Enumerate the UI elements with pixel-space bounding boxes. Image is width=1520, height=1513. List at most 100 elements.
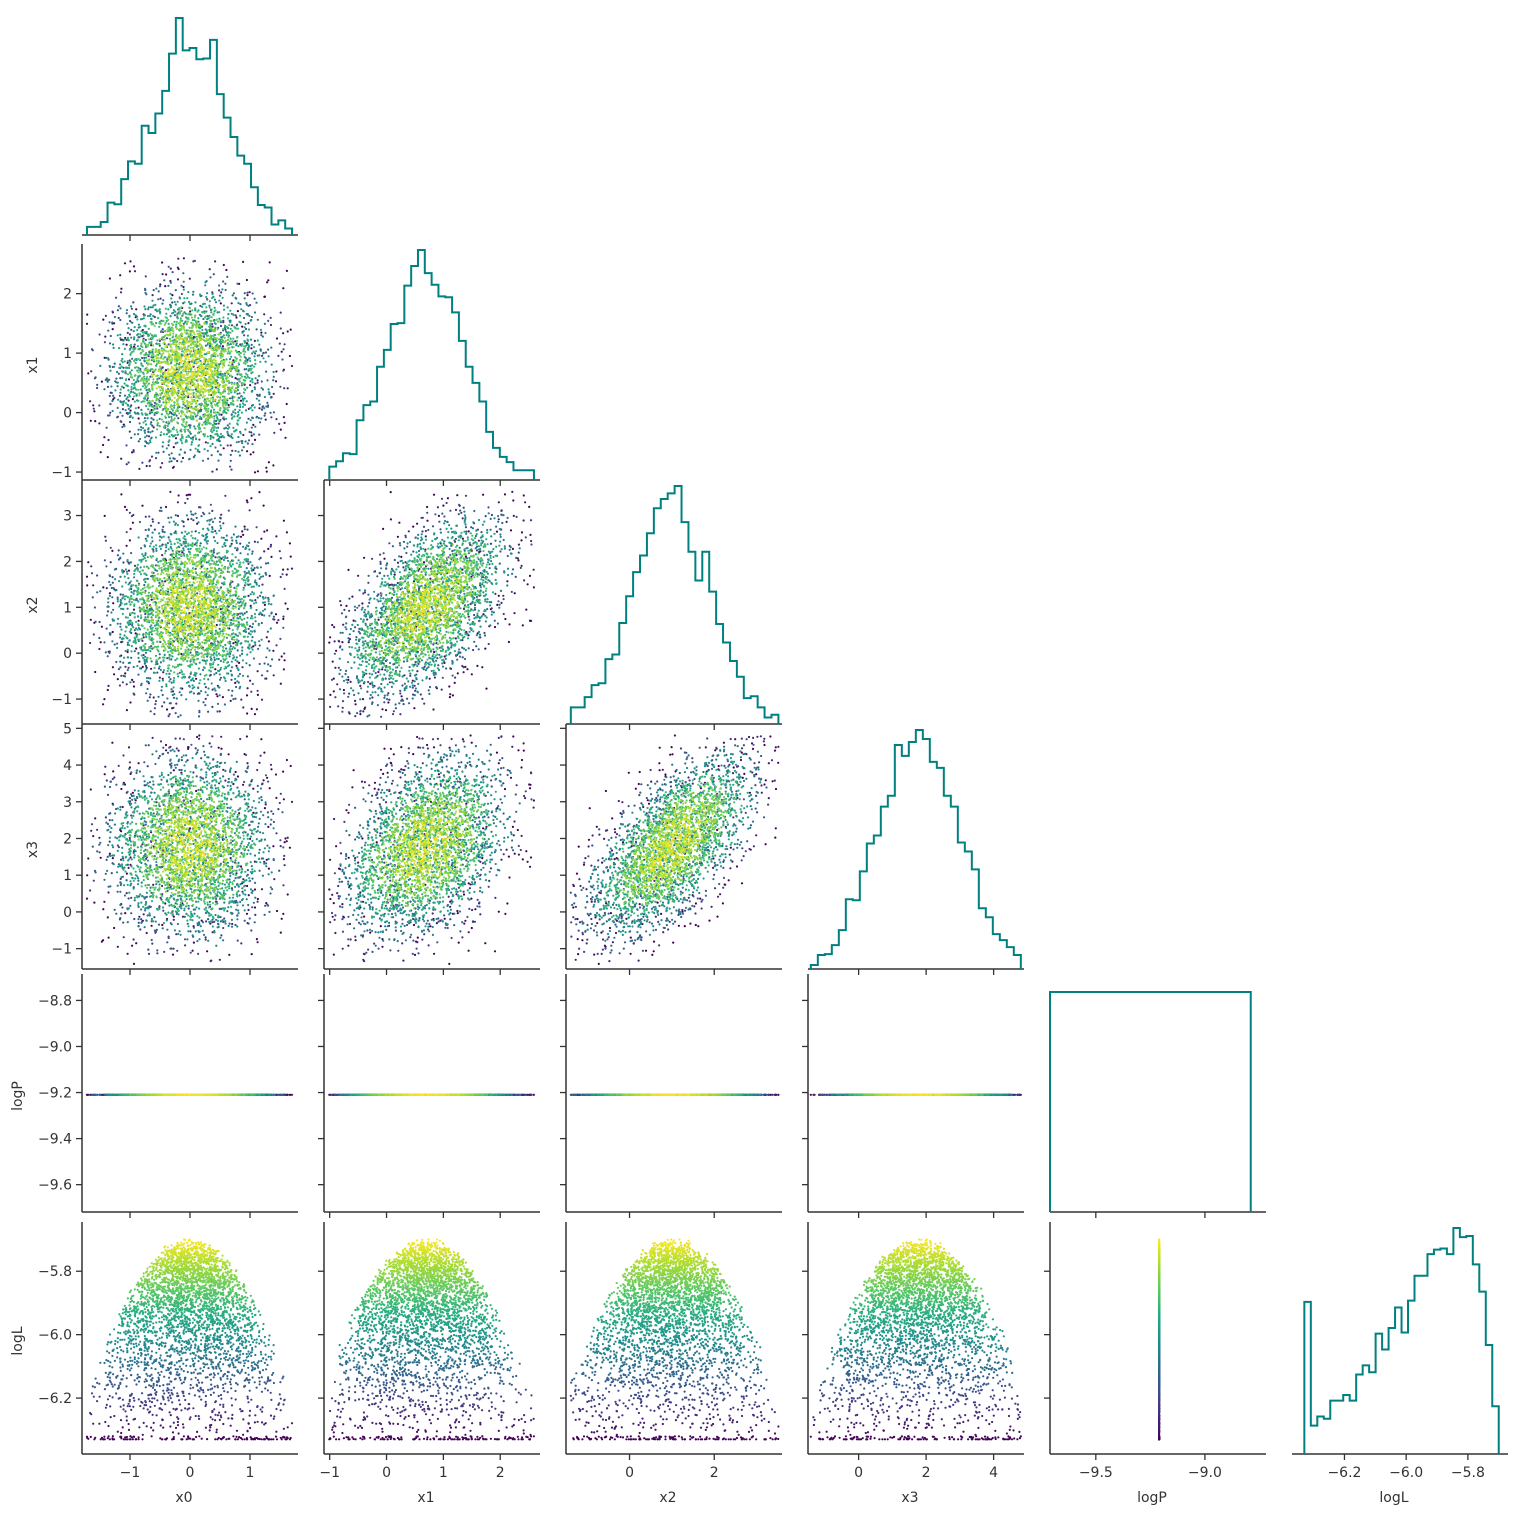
data-point [167,308,169,310]
data-point [189,380,191,382]
data-point [209,276,211,278]
data-point [200,410,202,412]
data-point [189,307,191,309]
data-point [214,352,216,354]
data-point [224,325,226,327]
data-point [186,297,188,299]
data-point [146,465,148,467]
data-point [157,351,159,353]
data-point [236,342,238,344]
data-point [205,315,207,317]
data-point [200,349,202,351]
data-point [211,364,213,366]
data-point [160,298,162,300]
data-point [189,303,191,305]
data-point [190,389,192,391]
data-point [177,278,179,280]
data-point [166,334,168,336]
data-point [281,358,283,360]
data-point [284,343,286,345]
data-point [267,548,269,550]
data-point [240,432,242,434]
data-point [191,441,193,443]
data-point [237,436,239,438]
data-point [254,406,256,408]
data-point [252,381,254,383]
data-point [152,344,154,346]
data-point [218,401,220,403]
data-point [193,348,195,350]
data-point [265,361,267,363]
data-point [266,402,268,404]
data-point [178,307,180,309]
data-point [179,368,181,370]
data-point [168,353,170,355]
data-point [100,451,102,453]
data-point [265,419,267,421]
data-point [192,407,194,409]
data-point [176,314,178,316]
data-point [160,431,162,433]
data-point [180,461,182,463]
data-point [133,395,135,397]
data-point [210,411,212,413]
data-point [220,291,222,293]
data-point [157,452,159,454]
data-point [158,290,160,292]
data-point [161,347,163,349]
data-point [253,366,255,368]
data-point [167,350,169,352]
data-point [176,442,178,444]
data-point [221,381,223,383]
data-point [252,371,254,373]
data-point [183,289,185,291]
data-point [162,273,164,275]
data-point [175,349,177,351]
data-point [118,347,120,349]
data-point [102,586,104,588]
data-point [238,417,240,419]
data-point [214,309,216,311]
data-point [160,330,162,332]
data-point [176,429,178,431]
data-point [109,403,111,405]
data-point [136,329,138,331]
data-point [200,403,202,405]
data-point [241,530,243,532]
data-point [236,378,238,380]
data-point [190,412,192,414]
data-point [190,347,192,349]
data-point [289,542,291,544]
data-point [164,373,166,375]
data-point [121,366,123,368]
data-point [245,345,247,347]
data-point [92,404,94,406]
data-point [171,294,173,296]
data-point [165,421,167,423]
data-point [193,343,195,345]
data-point [225,269,227,271]
data-point [159,361,161,363]
data-point [247,365,249,367]
data-point [186,341,188,343]
data-point [254,383,256,385]
data-point [165,273,167,275]
data-point [283,520,285,522]
data-point [117,309,119,311]
data-point [188,382,190,384]
data-point [150,321,152,323]
data-point [210,320,212,322]
data-point [148,358,150,360]
data-point [130,337,132,339]
data-point [179,311,181,313]
data-point [112,666,114,668]
data-point [130,344,132,346]
data-point [180,285,182,287]
data-point [210,430,212,432]
data-point [213,347,215,349]
data-point [136,379,138,381]
data-point [250,339,252,341]
data-point [291,365,293,367]
data-point [270,396,272,398]
data-point [181,315,183,317]
